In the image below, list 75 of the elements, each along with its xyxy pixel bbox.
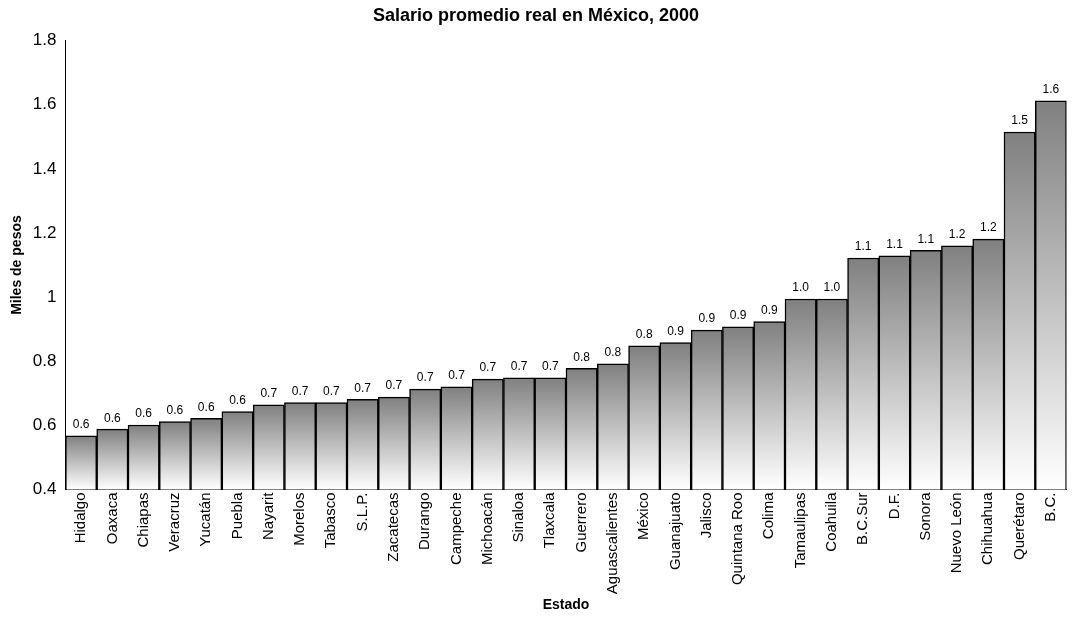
data-label: 0.7 <box>479 360 497 375</box>
x-tick-label: Chiapas <box>133 492 151 548</box>
data-label: 1.1 <box>886 237 904 252</box>
data-label: 0.7 <box>385 378 403 393</box>
y-tick-label: 1.4 <box>32 158 57 178</box>
data-label: 0.7 <box>291 383 309 398</box>
x-tick-label: Coahuila <box>822 491 840 552</box>
data-label: 1.0 <box>792 280 810 295</box>
data-label: 0.6 <box>197 399 215 414</box>
x-tick-label: B.C. <box>1041 492 1059 522</box>
x-tick-label: Campeche <box>446 492 464 566</box>
x-tick-label: Guanajuato <box>665 492 683 571</box>
y-tick-label: 0.6 <box>32 415 57 435</box>
data-label: 0.9 <box>761 302 779 317</box>
x-tick-label: Zacatecas <box>384 492 402 562</box>
chart-title: Salario promedio real en México, 2000 <box>372 4 700 25</box>
data-label: 0.8 <box>573 349 591 364</box>
y-tick-label: 1.6 <box>32 94 57 114</box>
x-axis-title: Estado <box>542 596 590 613</box>
data-label: 0.6 <box>72 417 90 432</box>
data-label: 0.9 <box>729 308 747 323</box>
data-label: 0.8 <box>604 345 622 360</box>
data-label: 0.7 <box>260 386 278 401</box>
data-label: 1.2 <box>980 220 998 235</box>
x-tick-label: Sonora <box>915 491 933 541</box>
x-tick-label: Veracruz <box>165 492 183 552</box>
x-tick-label: B.C.Sur <box>853 492 871 545</box>
data-label: 0.6 <box>229 392 247 407</box>
y-tick-label: 0.4 <box>32 479 57 499</box>
x-tick-label: Nayarit <box>258 491 276 540</box>
x-tick-label: Colima <box>759 491 777 540</box>
x-tick-label: D.F. <box>884 492 902 520</box>
data-label: 1.1 <box>917 231 935 246</box>
data-label: 1.2 <box>948 227 966 242</box>
data-label: 0.7 <box>448 368 466 383</box>
data-label: 1.5 <box>1011 113 1029 128</box>
data-label: 0.7 <box>542 359 560 374</box>
data-label: 1.1 <box>854 239 872 254</box>
x-tick-label: Michoacán <box>477 492 495 566</box>
data-label: 0.7 <box>510 359 528 374</box>
x-tick-label: Morelos <box>290 492 308 546</box>
x-tick-label: Hidalgo <box>71 492 89 544</box>
x-tick-label: Puebla <box>227 491 245 540</box>
data-label: 0.7 <box>323 383 341 398</box>
data-label: 0.8 <box>635 327 653 342</box>
data-label: 1.6 <box>1042 82 1060 97</box>
x-tick-label: Yucatán <box>196 492 214 547</box>
data-label: 1.0 <box>823 280 841 295</box>
data-label: 0.6 <box>104 410 122 425</box>
data-label: 0.6 <box>166 402 184 417</box>
x-tick-label: Aguascalientes <box>603 492 621 595</box>
y-tick-label: 1.8 <box>32 30 57 50</box>
x-tick-label: Oaxaca <box>102 491 120 545</box>
x-tick-label: Chihuahua <box>978 491 996 566</box>
x-tick-label: México <box>634 492 652 540</box>
x-tick-label: Jalisco <box>696 492 714 539</box>
data-label: 0.9 <box>698 311 716 326</box>
data-label: 0.9 <box>667 323 685 338</box>
x-tick-label: Quintana Roo <box>728 492 746 586</box>
y-tick-label: 1 <box>46 286 57 306</box>
y-tick-label: 0.8 <box>32 350 57 370</box>
data-label: 0.7 <box>416 370 434 385</box>
y-axis-title: Miles de pesos <box>8 215 25 315</box>
x-tick-label: Tamaulipas <box>790 492 808 569</box>
y-tick-label: 1.2 <box>32 222 57 242</box>
data-label: 0.6 <box>135 406 153 421</box>
x-tick-label: Nuevo León <box>947 492 965 574</box>
x-tick-label: Guerrero <box>571 492 589 553</box>
data-label: 0.7 <box>354 380 372 395</box>
x-tick-label: Tlaxcala <box>540 491 558 549</box>
x-tick-label: S.L.P. <box>352 492 370 532</box>
x-tick-label: Querétaro <box>1009 492 1027 561</box>
x-tick-label: Tabasco <box>321 492 339 549</box>
x-tick-label: Durango <box>415 492 433 551</box>
x-tick-label: Sinaloa <box>509 491 527 543</box>
